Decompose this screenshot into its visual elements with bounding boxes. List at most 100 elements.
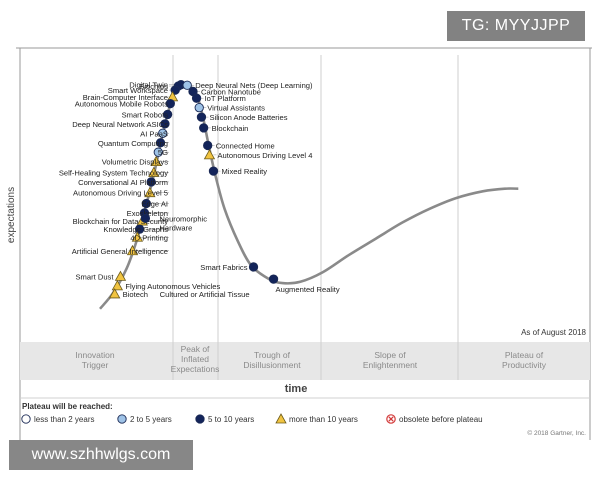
marker xyxy=(248,262,259,272)
point-label: IoT Platform xyxy=(205,94,246,103)
marker xyxy=(160,119,170,129)
point-label: 5G xyxy=(158,148,168,157)
point-label: Conversational AI Platform xyxy=(78,178,168,187)
phase-band xyxy=(20,342,590,380)
phase-label-line: Innovation xyxy=(75,350,114,360)
point-deep-neural-network-asics: Deep Neural Network ASICs xyxy=(72,119,170,129)
marker xyxy=(194,103,204,113)
point-label: Artificial General Intelligence xyxy=(72,247,168,256)
as-of-label: As of August 2018 xyxy=(521,328,586,337)
marker xyxy=(268,274,279,284)
point-label: Carbon Nanotube xyxy=(201,87,261,96)
point-label: Virtual Assistants xyxy=(207,104,265,113)
point-augmented-reality: Augmented Reality xyxy=(268,274,340,294)
point-virtual-assistants: Virtual Assistants xyxy=(194,103,265,113)
marker xyxy=(153,147,163,157)
marker xyxy=(203,140,213,151)
point-label: Silicon Anode Batteries xyxy=(209,113,287,122)
point-label-part: Cultured or Artificial Tissue xyxy=(160,290,250,299)
legend-title: Plateau will be reached: xyxy=(22,402,113,411)
phase-label-line: Trigger xyxy=(82,360,109,370)
marker xyxy=(109,288,121,299)
point-smart-dust: Smart Dust xyxy=(75,270,127,281)
legend-marker xyxy=(21,414,31,424)
phase-label-line: Disillusionment xyxy=(243,360,301,370)
point-edge-ai: Edge AI xyxy=(141,198,169,209)
point-label: Smart Robots xyxy=(122,110,169,119)
point-label: Connected Home xyxy=(216,141,275,150)
phase-label-line: Slope of xyxy=(374,350,406,360)
point-iot-platform: IoT Platform xyxy=(191,93,246,103)
point-label: Autonomous Driving Level 5 xyxy=(73,189,168,198)
point-label: Mixed Reality xyxy=(221,167,267,176)
copyright: © 2018 Gartner, Inc. xyxy=(527,429,586,437)
point-knowledge-graphs: Knowledge Graphs xyxy=(103,224,169,234)
point-label-line: Neuromorphic xyxy=(159,214,207,223)
legend-label: 2 to 5 years xyxy=(130,415,172,424)
point-label-line: Hardware xyxy=(159,223,192,232)
legend-item-2-to-5-years: 2 to 5 years xyxy=(117,414,172,424)
phase-label-line: Enlightenment xyxy=(363,360,418,370)
legend-label: obsolete before plateau xyxy=(399,415,483,424)
marker xyxy=(150,155,162,167)
marker xyxy=(111,280,124,291)
point-label: Biochips xyxy=(139,82,168,91)
legend: less than 2 years 2 to 5 years 5 to 10 yea… xyxy=(21,413,483,424)
y-axis-label: expectations xyxy=(6,187,17,243)
point-5g: 5G xyxy=(153,147,169,157)
marker xyxy=(199,123,209,133)
point-quantum-computing: Quantum Computing xyxy=(98,138,169,148)
point-label: 4D Printing xyxy=(130,233,168,242)
marker xyxy=(131,231,144,242)
marker xyxy=(114,270,127,281)
legend-label: more than 10 years xyxy=(289,415,358,424)
point-autonomous-driving-level-5: Autonomous Driving Level 5 xyxy=(73,186,169,198)
marker xyxy=(126,244,139,256)
point-label: Autonomous Driving Level 4 xyxy=(217,151,312,160)
phase-layer: Innovation Trigger Peak of Inflated Expectat… xyxy=(20,55,590,380)
point-biotech-cultured-or-artificial-tissue: Biotech Cultured or Artificial Tissue xyxy=(109,288,250,299)
marker xyxy=(140,213,151,224)
x-axis-label: time xyxy=(285,383,308,395)
point-conversational-ai-platform: Conversational AI Platform xyxy=(78,177,169,187)
point-label: Exoskeleton xyxy=(127,209,168,218)
point-label: Quantum Computing xyxy=(98,139,168,148)
marker xyxy=(182,80,192,90)
point-label: AI PaaS xyxy=(140,129,168,138)
point-label: Knowledge Graphs xyxy=(103,225,168,234)
marker xyxy=(146,177,156,187)
point-autonomous-mobile-robots: Autonomous Mobile Robots xyxy=(75,98,175,109)
legend-label: less than 2 years xyxy=(34,415,94,424)
watermark-top: TG: MYYJJPP xyxy=(447,11,585,41)
legend-item-5-to-10-years: 5 to 10 years xyxy=(195,414,254,424)
point-label: Smart Fabrics xyxy=(200,263,247,272)
point-label: Deep Neural Nets (Deep Learning) xyxy=(195,81,313,90)
point-label: Brain-Computer Interface xyxy=(83,93,168,102)
phase-label-line: Trough of xyxy=(254,350,291,360)
phase-label-line: Expectations xyxy=(171,364,220,374)
point-4d-printing: 4D Printing xyxy=(130,231,169,242)
point-volumetric-displays: Volumetric Displays xyxy=(102,155,169,167)
point-neuromorphic-hardware: Neuromorphic Hardware xyxy=(140,213,207,232)
phase-label-5: Plateau of Productivity xyxy=(502,350,547,370)
point-label: Autonomous Mobile Robots xyxy=(75,100,168,109)
point-label: Volumetric Displays xyxy=(102,158,168,167)
legend-marker-cross xyxy=(388,416,394,422)
phase-label-line: Productivity xyxy=(502,360,547,370)
marker xyxy=(162,109,173,120)
phase-label-1: Innovation Trigger xyxy=(75,350,114,370)
legend-marker xyxy=(117,414,127,424)
marker xyxy=(165,98,175,109)
point-artificial-general-intelligence: Artificial General Intelligence xyxy=(72,244,169,256)
phase-label-2: Peak of Inflated Expectations xyxy=(171,344,220,374)
point-label: Smart Dust xyxy=(75,272,114,281)
marker xyxy=(196,112,207,122)
watermark-bottom: www.szhhwlgs.com xyxy=(9,440,193,470)
point-autonomous-driving-level-4: Autonomous Driving Level 4 xyxy=(203,149,312,160)
marker xyxy=(203,149,216,160)
point-smart-fabrics: Smart Fabrics xyxy=(200,262,259,272)
point-self-healing-system-technology: Self-Healing System Technology xyxy=(59,166,169,177)
